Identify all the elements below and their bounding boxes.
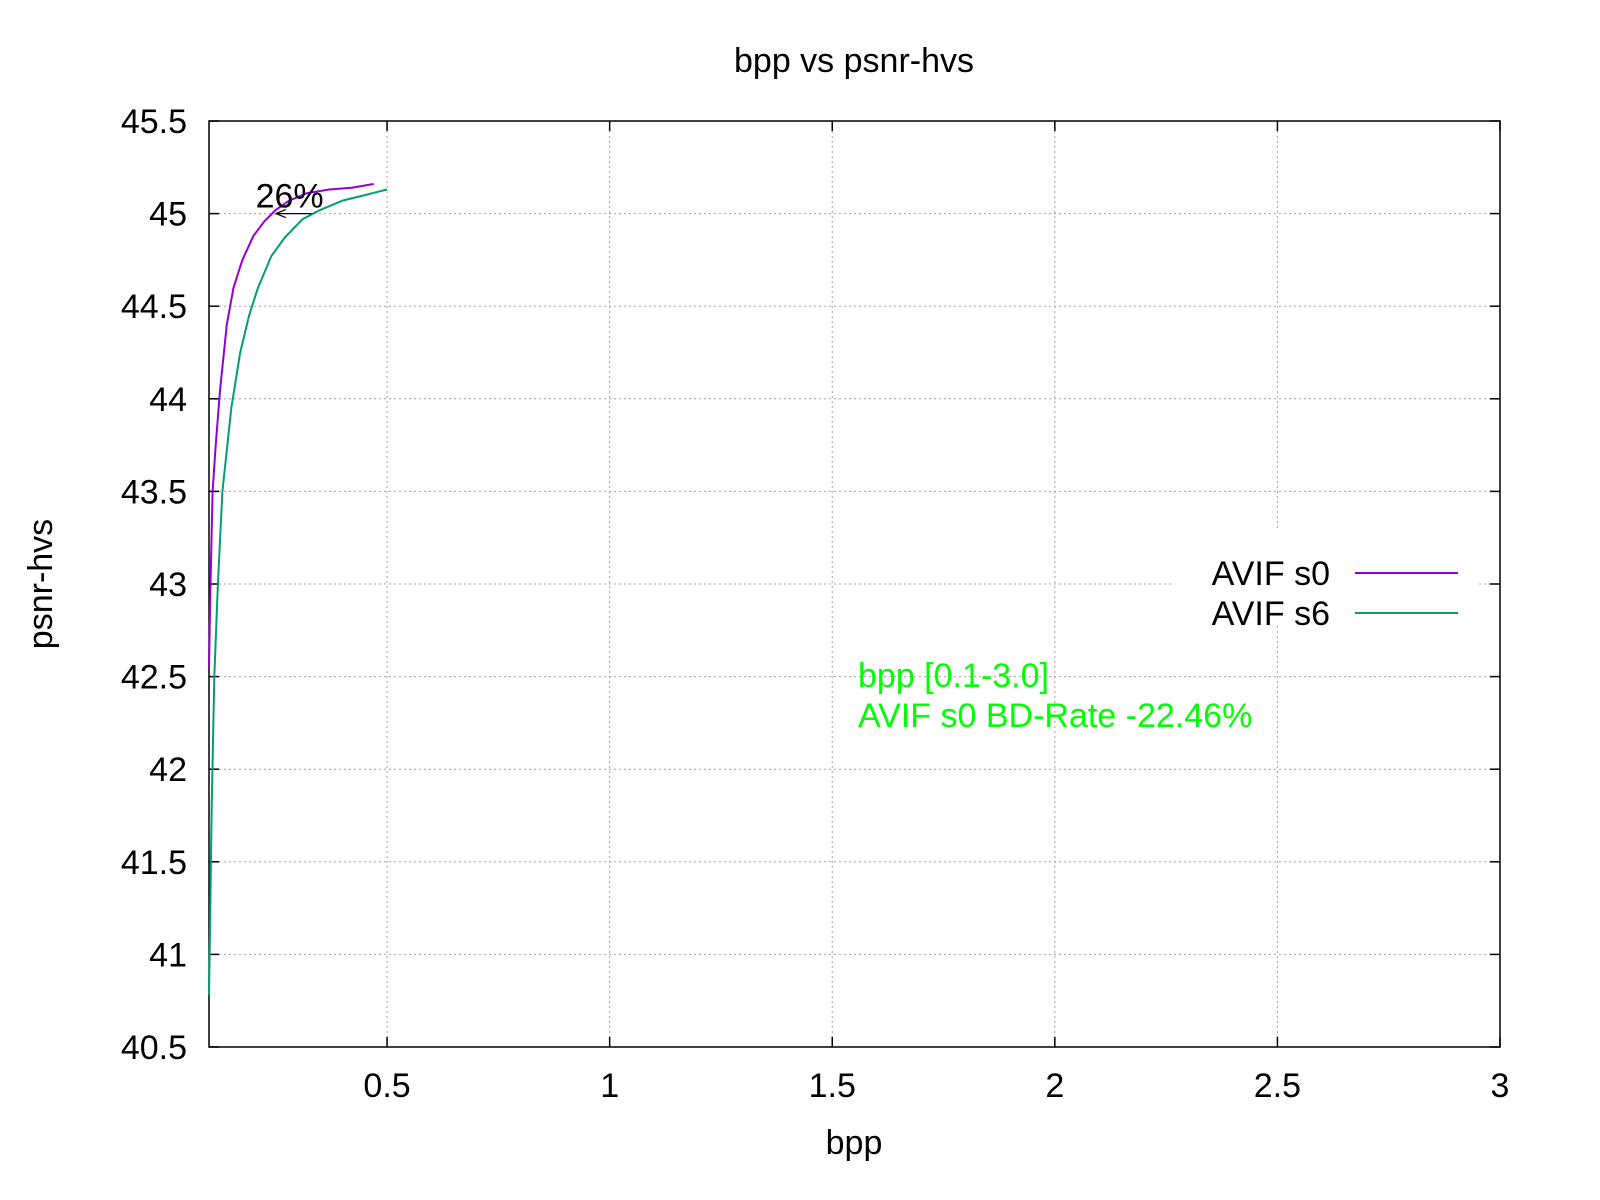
annotation: 26%: [256, 178, 324, 219]
y-tick-label: 44.5: [121, 288, 187, 326]
x-axis-title: bpp: [826, 1124, 883, 1162]
y-tick-label: 41: [149, 936, 187, 974]
x-tick-label: 1: [600, 1067, 619, 1105]
y-ticks: 40.5 41 41.5 42 42.5 43 43.5 44 44.5 45 45.5: [121, 103, 1500, 1067]
bpp-range-note: bpp [0.1-3.0]: [858, 657, 1049, 695]
legend-label: AVIF s6: [1212, 595, 1330, 633]
y-axis-title: psnr-hvs: [22, 519, 60, 649]
legend-label: AVIF s0: [1212, 555, 1330, 593]
legend-box: [1172, 530, 1476, 626]
x-tick-label: 0.5: [363, 1067, 410, 1105]
bd-rate-notes: bpp [0.1-3.0]AVIF s0 BD-Rate -22.46%: [858, 657, 1252, 735]
series-line-avif-s6: [208, 188, 388, 996]
x-tick-label: 1.5: [809, 1067, 856, 1105]
x-tick-label: 3: [1491, 1067, 1510, 1105]
y-tick-label: 42.5: [121, 659, 187, 697]
chart-title: bpp vs psnr-hvs: [734, 42, 974, 80]
y-tick-label: 41.5: [121, 844, 187, 882]
annotation-label: 26%: [256, 178, 324, 216]
x-tick-label: 2: [1045, 1067, 1064, 1105]
y-tick-label: 42: [149, 751, 187, 789]
series-lines: [208, 183, 388, 996]
annotation-arrow-head: [275, 209, 286, 219]
y-tick-label: 45.5: [121, 103, 187, 141]
y-tick-label: 43.5: [121, 473, 187, 511]
y-tick-label: 45: [149, 196, 187, 234]
series-line-avif-s0: [208, 183, 374, 668]
y-tick-label: 44: [149, 381, 187, 419]
y-tick-label: 43: [149, 566, 187, 604]
bd-rate-note: AVIF s0 BD-Rate -22.46%: [858, 697, 1252, 735]
x-ticks: 0.5 1 1.5 2 2.5 3: [363, 121, 1509, 1105]
y-tick-label: 40.5: [121, 1029, 187, 1067]
x-tick-label: 2.5: [1254, 1067, 1301, 1105]
